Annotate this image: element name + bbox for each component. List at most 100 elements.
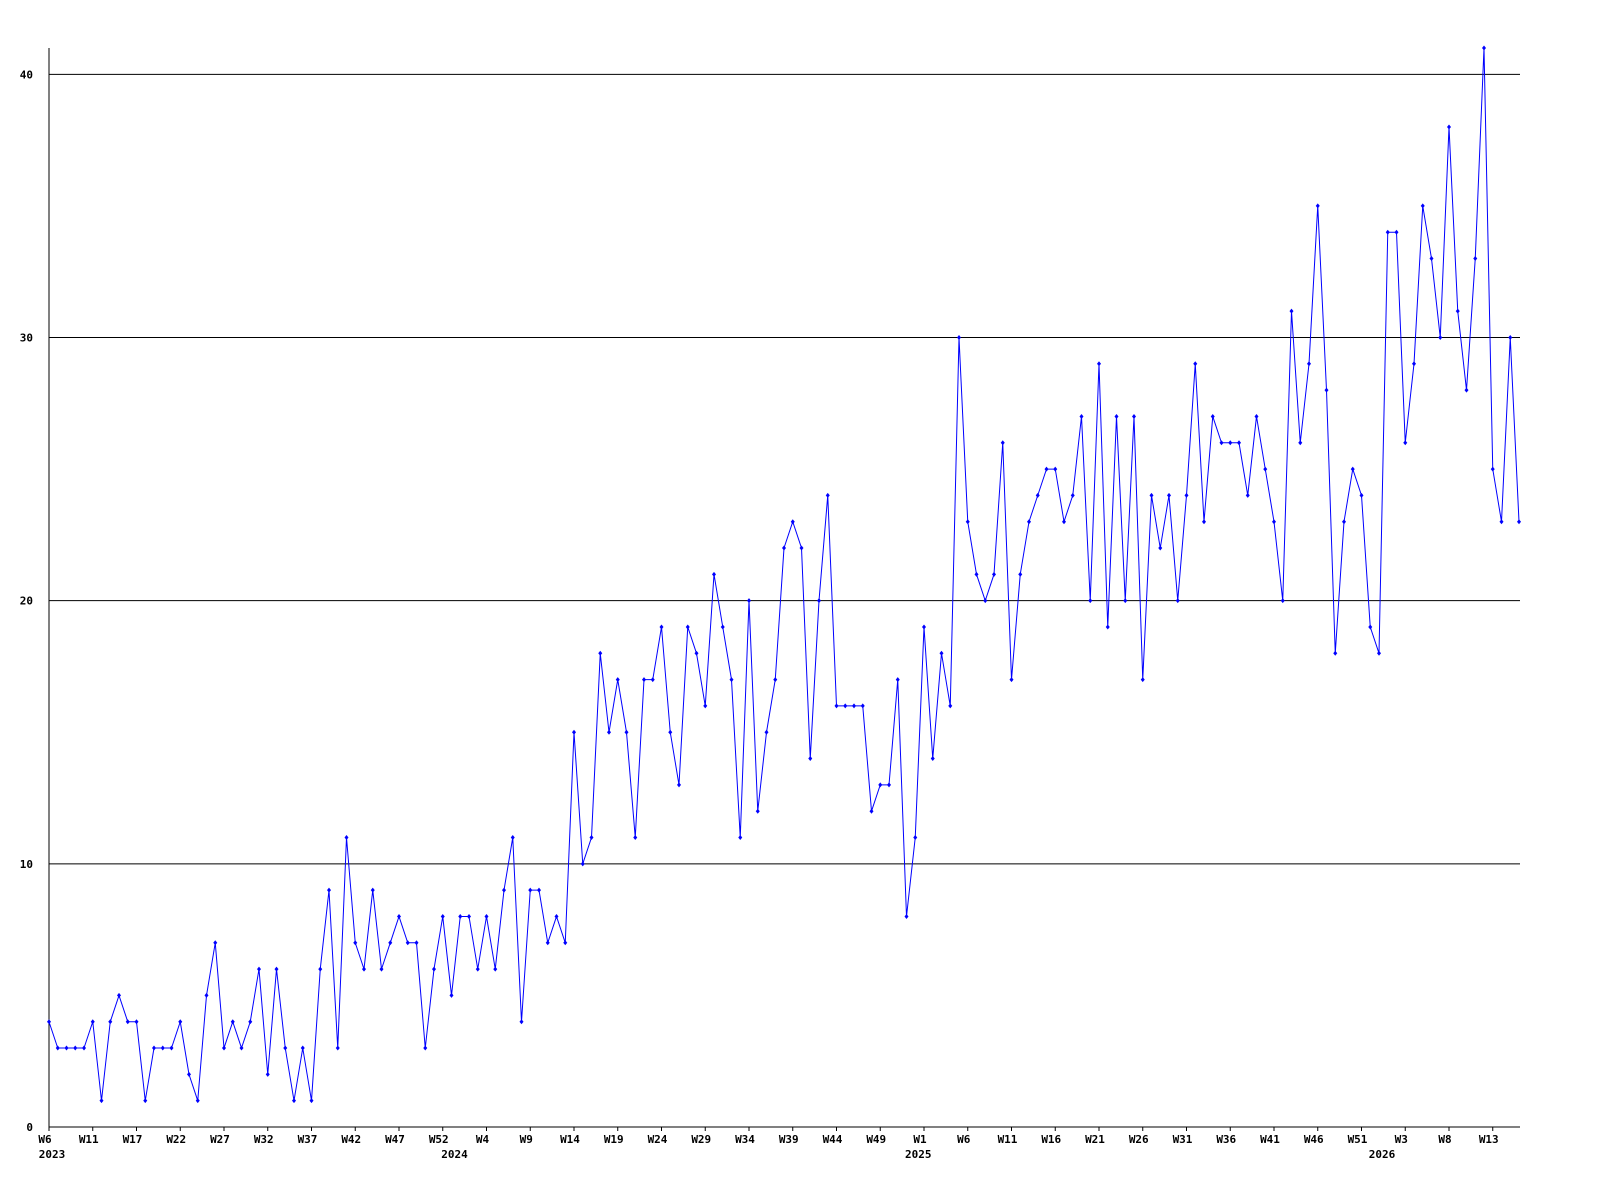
x-tick-label: W6	[957, 1133, 971, 1146]
data-point	[362, 966, 366, 972]
data-point	[659, 624, 664, 630]
data-point	[1263, 466, 1268, 472]
data-point	[230, 1019, 235, 1025]
data-point	[1447, 124, 1451, 130]
data-point	[1359, 492, 1364, 498]
data-point	[572, 729, 576, 735]
data-point	[99, 1098, 104, 1104]
data-point	[344, 835, 349, 841]
x-tick-label: W44	[823, 1133, 843, 1146]
data-point	[239, 1045, 244, 1051]
data-point	[1027, 519, 1031, 525]
x-tick-label: W36	[1216, 1133, 1236, 1146]
data-point	[1088, 598, 1093, 604]
data-point	[677, 782, 681, 788]
data-point	[607, 729, 611, 735]
x-tick-label: W19	[604, 1133, 624, 1146]
data-point	[834, 703, 839, 709]
x-tick-label: W17	[123, 1133, 143, 1146]
data-point	[134, 1019, 139, 1025]
data-point	[1394, 229, 1399, 235]
x-tick-label: W3	[1395, 1133, 1408, 1146]
data-point	[729, 677, 734, 683]
data-point	[47, 1019, 51, 1025]
data-point	[1307, 361, 1311, 367]
data-point	[904, 913, 909, 919]
data-point	[1420, 203, 1425, 209]
data-point	[1315, 203, 1320, 209]
data-point	[440, 913, 445, 919]
data-point	[913, 835, 918, 841]
data-point	[1490, 466, 1495, 472]
data-point	[1245, 492, 1250, 498]
data-point	[1149, 492, 1154, 498]
data-point	[502, 887, 506, 893]
data-point	[125, 1019, 130, 1025]
data-point	[1473, 256, 1478, 262]
x-tick-label: W26	[1129, 1133, 1149, 1146]
data-point	[467, 913, 471, 919]
data-point	[1377, 650, 1381, 656]
data-point	[939, 650, 944, 656]
data-point	[388, 940, 393, 946]
data-point	[1324, 387, 1329, 393]
data-point	[204, 992, 209, 998]
data-point	[650, 677, 655, 683]
data-point	[642, 677, 646, 683]
data-point	[843, 703, 848, 709]
data-point	[257, 966, 261, 972]
data-point	[1123, 598, 1128, 604]
data-point	[1219, 440, 1224, 446]
data-point	[309, 1098, 314, 1104]
data-point	[1132, 413, 1136, 419]
data-point	[1499, 519, 1504, 525]
data-point	[414, 940, 419, 946]
data-point	[1202, 519, 1206, 525]
data-point	[248, 1019, 253, 1025]
data-point	[720, 624, 725, 630]
data-point	[1079, 413, 1084, 419]
data-point	[755, 808, 760, 814]
x-tick-label: W24	[648, 1133, 668, 1146]
data-point	[1237, 440, 1241, 446]
x-tick-label: W37	[298, 1133, 318, 1146]
data-point	[1044, 466, 1049, 472]
data-point	[965, 519, 970, 525]
x-tick-label: W9	[520, 1133, 533, 1146]
data-point	[1053, 466, 1058, 472]
data-point	[64, 1045, 69, 1051]
data-point	[580, 861, 585, 867]
x-tick-label: W52	[429, 1133, 449, 1146]
data-point	[738, 835, 743, 841]
x-tick-label: W46	[1304, 1133, 1324, 1146]
data-point	[633, 835, 638, 841]
data-point	[1412, 361, 1416, 367]
data-point	[1350, 466, 1355, 472]
data-point	[782, 545, 786, 551]
data-point	[327, 887, 331, 893]
x-tick-label: W13	[1479, 1133, 1499, 1146]
data-point	[922, 624, 926, 630]
x-tick-label: W39	[779, 1133, 799, 1146]
data-point	[475, 966, 480, 972]
data-line	[48, 47, 1520, 1101]
data-point	[825, 492, 830, 498]
data-point	[117, 992, 121, 998]
data-point	[1254, 413, 1259, 419]
data-point	[73, 1045, 78, 1051]
data-point	[187, 1071, 191, 1077]
data-point	[265, 1071, 270, 1077]
data-point	[1018, 571, 1023, 577]
data-point	[1114, 413, 1119, 419]
data-point	[747, 598, 751, 604]
x-tick-label: W22	[166, 1133, 186, 1146]
data-point	[1167, 492, 1171, 498]
data-point	[869, 808, 874, 814]
data-point	[449, 992, 454, 998]
data-point	[668, 729, 673, 735]
data-point	[860, 703, 865, 709]
data-point	[519, 1019, 524, 1025]
data-point	[484, 913, 489, 919]
y-tick-label: 30	[20, 331, 33, 344]
data-point	[1193, 361, 1198, 367]
